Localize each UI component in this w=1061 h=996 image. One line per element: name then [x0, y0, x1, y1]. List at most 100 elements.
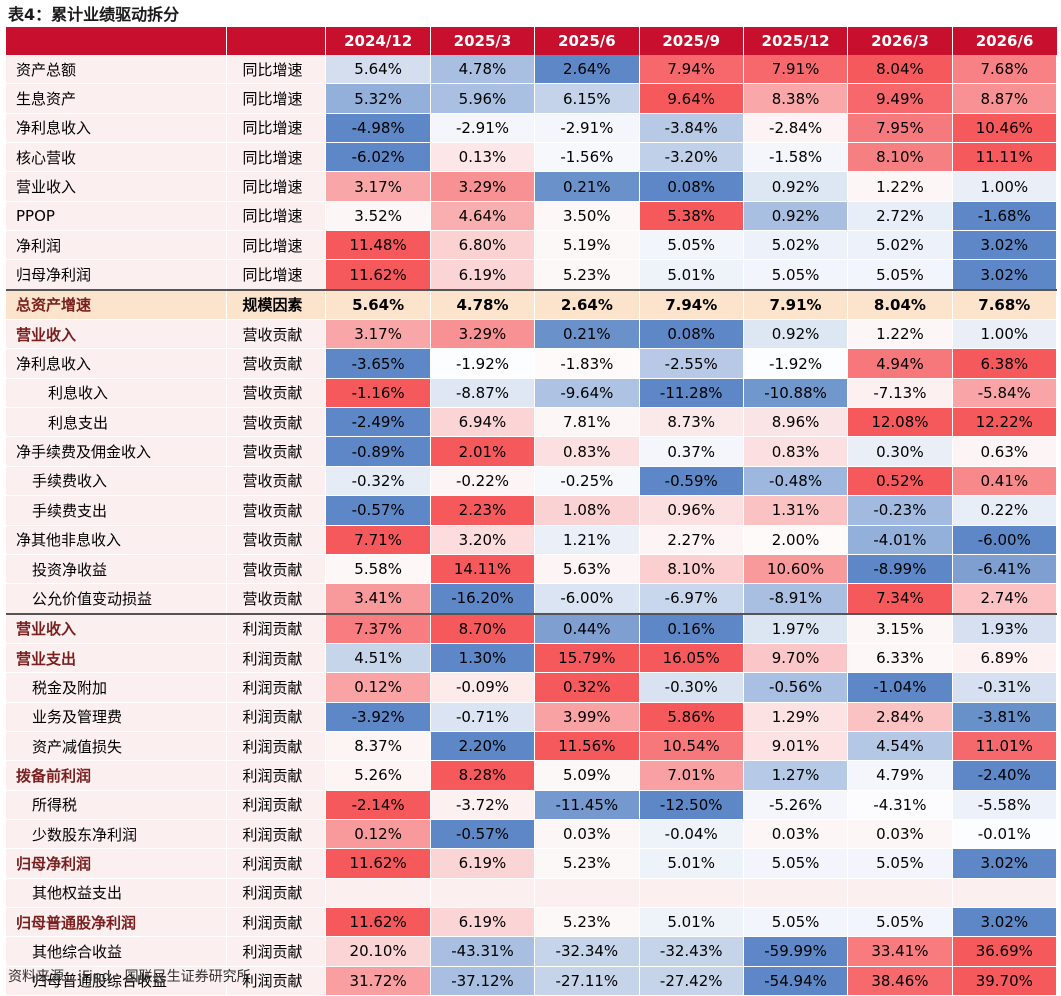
value-cell: 1.21% [534, 525, 640, 555]
value-cell: 3.29% [430, 319, 536, 350]
row-metric-type: 利润贡献 [226, 819, 327, 850]
row-metric-type: 同比增速 [226, 55, 327, 85]
table-row: 归母普通股净利润 利润贡献 11.62% 6.19% 5.23% 5.01% 5.05% 5.… [6, 907, 1058, 938]
value-cell: -1.92% [430, 348, 536, 379]
value-cell: -6.00% [952, 525, 1058, 555]
value-cell: 3.02% [952, 848, 1058, 879]
value-cell: -8.99% [847, 554, 953, 585]
value-cell: 0.03% [743, 819, 849, 850]
table-row: 利息支出 营收贡献 -2.49% 6.94% 7.81% 8.73% 8.96% 12.08%… [6, 407, 1058, 438]
value-cell: 0.12% [325, 672, 431, 703]
row-label: 手续费支出 [6, 495, 227, 526]
table-row: 营业支出 利润贡献 4.51% 1.30% 15.79% 16.05% 9.70% 6.33%… [6, 643, 1058, 674]
value-cell: 2.01% [430, 436, 536, 467]
value-cell: -10.88% [743, 378, 849, 409]
value-cell: 3.29% [430, 171, 536, 202]
performance-driver-table: 2024/12 2025/3 2025/6 2025/9 2025/12 202… [6, 27, 1058, 996]
value-cell: 14.11% [430, 554, 536, 585]
value-cell: 4.64% [430, 201, 536, 232]
value-cell: 11.11% [952, 142, 1058, 173]
value-cell: 0.63% [952, 436, 1058, 467]
value-cell: -32.43% [639, 936, 744, 967]
value-cell: 8.28% [430, 760, 536, 791]
value-cell: -0.89% [325, 436, 431, 467]
value-cell: 5.63% [534, 554, 640, 585]
row-label: 少数股东净利润 [6, 819, 227, 850]
table-row: 业务及管理费 利润贡献 -3.92% -0.71% 3.99% 5.86% 1.29% 2.8… [6, 702, 1058, 732]
value-cell: 3.02% [952, 259, 1058, 291]
row-metric-type: 利润贡献 [226, 702, 327, 732]
table-row: 总资产增速 规模因素 5.64% 4.78% 2.64% 7.94% 7.91% 8.04% 7… [6, 288, 1058, 321]
table-row: 少数股东净利润 利润贡献 0.12% -0.57% 0.03% -0.04% 0.03% 0.… [6, 819, 1058, 850]
value-cell: -0.30% [639, 672, 744, 703]
value-cell: 6.19% [430, 259, 536, 291]
value-cell: 2.64% [534, 288, 640, 321]
row-metric-type: 同比增速 [226, 113, 327, 144]
value-cell: -2.40% [952, 760, 1058, 791]
table-row: 其他综合收益 利润贡献 20.10% -43.31% -32.34% -32.43% -59… [6, 936, 1058, 967]
value-cell: 3.17% [325, 171, 431, 202]
row-label: 归母净利润 [6, 848, 227, 879]
value-cell: -0.09% [430, 672, 536, 703]
row-label: 利息支出 [6, 407, 227, 438]
value-cell: 9.01% [743, 731, 849, 762]
value-cell: 5.01% [639, 259, 744, 291]
value-cell: 33.41% [847, 936, 953, 967]
value-cell: 8.10% [639, 554, 744, 585]
row-metric-type: 同比增速 [226, 83, 327, 114]
value-cell: 0.96% [639, 495, 744, 526]
value-cell: -3.84% [639, 113, 744, 144]
value-cell: -1.56% [534, 142, 640, 173]
value-cell: 0.16% [639, 612, 744, 644]
value-cell: -1.83% [534, 348, 640, 379]
table-row: 税金及附加 利润贡献 0.12% -0.09% 0.32% -0.30% -0.56% -1.… [6, 672, 1058, 703]
value-cell: 11.62% [325, 907, 431, 938]
value-cell: 8.37% [325, 731, 431, 762]
value-cell: -32.34% [534, 936, 640, 967]
value-cell: 0.03% [847, 819, 953, 850]
value-cell: 5.32% [325, 83, 431, 114]
row-metric-type: 利润贡献 [226, 672, 327, 703]
value-cell [325, 878, 431, 908]
value-cell: 12.22% [952, 407, 1058, 438]
value-cell: 5.23% [534, 848, 640, 879]
row-label: 公允价值变动损益 [6, 583, 227, 615]
value-cell: 4.94% [847, 348, 953, 379]
value-cell: -11.28% [639, 378, 744, 409]
row-metric-type: 利润贡献 [226, 643, 327, 674]
value-cell: 11.62% [325, 259, 431, 291]
value-cell: -59.99% [743, 936, 849, 967]
row-label: 拨备前利润 [6, 760, 227, 791]
value-cell: 5.23% [534, 259, 640, 291]
row-metric-type: 营收贡献 [226, 319, 327, 350]
table-row: 净利息收入 营收贡献 -3.65% -1.92% -1.83% -2.55% -1.92% 4… [6, 348, 1058, 379]
value-cell: 8.04% [847, 288, 953, 321]
value-cell: 2.84% [847, 702, 953, 732]
value-cell: 3.50% [534, 201, 640, 232]
row-label: 净利息收入 [6, 113, 227, 144]
value-cell: -3.81% [952, 702, 1058, 732]
value-cell: -3.65% [325, 348, 431, 379]
value-cell: 9.64% [639, 83, 744, 114]
value-cell: 7.01% [639, 760, 744, 791]
value-cell: -3.72% [430, 790, 536, 820]
value-cell: -5.58% [952, 790, 1058, 820]
value-cell: 36.69% [952, 936, 1058, 967]
value-cell: -1.68% [952, 201, 1058, 232]
value-cell: 8.73% [639, 407, 744, 438]
value-cell: -11.45% [534, 790, 640, 820]
value-cell: 6.94% [430, 407, 536, 438]
value-cell: 3.99% [534, 702, 640, 732]
row-metric-type: 利润贡献 [226, 790, 327, 820]
row-label: 营业收入 [6, 319, 227, 350]
value-cell: 7.34% [847, 583, 953, 615]
table-row: 净利润 同比增速 11.48% 6.80% 5.19% 5.05% 5.02% 5.02% 3.… [6, 230, 1058, 261]
value-cell: -3.20% [639, 142, 744, 173]
value-cell: 12.08% [847, 407, 953, 438]
value-cell: -8.87% [430, 378, 536, 409]
value-cell: -4.98% [325, 113, 431, 144]
table-body: 资产总额 同比增速 5.64% 4.78% 2.64% 7.94% 7.91% 8.04% 7.… [6, 55, 1058, 996]
value-cell: 10.46% [952, 113, 1058, 144]
column-header-period: 2026/3 [847, 27, 953, 55]
value-cell: 6.80% [430, 230, 536, 261]
